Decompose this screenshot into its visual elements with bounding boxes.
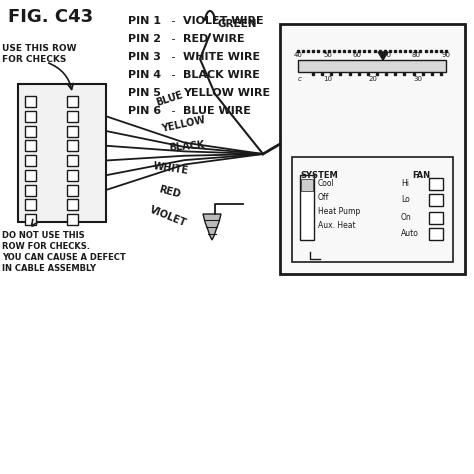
Text: -: -	[168, 52, 175, 62]
Text: Cool: Cool	[318, 179, 335, 188]
Text: BLACK WIRE: BLACK WIRE	[183, 70, 260, 80]
Text: On: On	[401, 212, 412, 221]
Text: -: -	[168, 70, 175, 80]
Bar	[67, 184, 78, 195]
Text: USE THIS ROW
FOR CHECKS: USE THIS ROW FOR CHECKS	[2, 44, 76, 64]
Text: -: -	[168, 34, 175, 44]
Text: PIN 5: PIN 5	[128, 88, 161, 98]
Text: 90: 90	[441, 52, 450, 58]
Text: PIN 6: PIN 6	[128, 106, 161, 116]
Text: 50: 50	[323, 52, 332, 58]
Bar	[18, 84, 106, 222]
Bar	[25, 155, 36, 166]
Text: 60: 60	[353, 52, 362, 58]
Text: c: c	[298, 76, 302, 82]
Bar	[25, 214, 36, 225]
Text: BLUE: BLUE	[155, 90, 184, 108]
Text: BLACK: BLACK	[168, 139, 205, 153]
Text: RED: RED	[158, 184, 182, 200]
Bar	[25, 184, 36, 195]
Bar	[298, 60, 446, 72]
Bar	[67, 96, 78, 107]
Text: PIN 1: PIN 1	[128, 16, 161, 26]
Text: -: -	[168, 106, 175, 116]
Text: Auto: Auto	[401, 228, 419, 237]
Polygon shape	[378, 52, 388, 60]
Bar	[25, 140, 36, 151]
Text: 80: 80	[412, 52, 421, 58]
Bar	[429, 228, 443, 240]
Text: RED WIRE: RED WIRE	[183, 34, 245, 44]
Text: Lo: Lo	[401, 194, 410, 203]
Bar	[67, 155, 78, 166]
Text: FIG. C43: FIG. C43	[8, 8, 93, 26]
Text: Heat Pump: Heat Pump	[318, 207, 360, 216]
Text: VIOLET: VIOLET	[148, 204, 188, 228]
Text: 70: 70	[383, 52, 392, 58]
Text: YELLOW WIRE: YELLOW WIRE	[183, 88, 270, 98]
Text: FAN: FAN	[412, 171, 430, 180]
Text: 40: 40	[293, 52, 302, 58]
Text: BLUE WIRE: BLUE WIRE	[183, 106, 251, 116]
Text: YELLOW: YELLOW	[160, 114, 206, 134]
Bar	[292, 157, 453, 262]
Text: PIN 2: PIN 2	[128, 34, 161, 44]
Text: PIN 3: PIN 3	[128, 52, 161, 62]
Text: 30: 30	[413, 76, 422, 82]
Bar	[429, 194, 443, 206]
Bar	[25, 111, 36, 122]
Text: WHITE: WHITE	[152, 162, 189, 176]
Text: PIN 4: PIN 4	[128, 70, 161, 80]
Text: Aux. Heat: Aux. Heat	[318, 220, 356, 229]
Text: -: -	[168, 88, 175, 98]
Bar	[429, 212, 443, 224]
Bar	[25, 170, 36, 181]
Text: 20: 20	[369, 76, 377, 82]
Text: -: -	[168, 16, 175, 26]
Bar	[25, 199, 36, 210]
Bar	[67, 214, 78, 225]
Text: Hi: Hi	[401, 179, 409, 188]
Text: DO NOT USE THIS
ROW FOR CHECKS.
YOU CAN CAUSE A DEFECT
IN CABLE ASSEMBLY: DO NOT USE THIS ROW FOR CHECKS. YOU CAN …	[2, 231, 126, 273]
Bar	[25, 96, 36, 107]
Bar	[25, 126, 36, 137]
Bar	[280, 24, 465, 274]
Text: VIOLET WIRE: VIOLET WIRE	[183, 16, 264, 26]
Bar	[67, 140, 78, 151]
Bar	[67, 170, 78, 181]
Text: Off: Off	[318, 192, 329, 201]
Bar	[300, 175, 314, 240]
Text: SYSTEM: SYSTEM	[300, 171, 338, 180]
Bar	[301, 179, 313, 191]
Bar	[67, 126, 78, 137]
Text: 10: 10	[323, 76, 332, 82]
Polygon shape	[203, 214, 221, 240]
Bar	[429, 178, 443, 190]
Bar	[67, 199, 78, 210]
Bar	[67, 111, 78, 122]
Text: WHITE WIRE: WHITE WIRE	[183, 52, 260, 62]
Text: GREEN: GREEN	[218, 19, 257, 29]
